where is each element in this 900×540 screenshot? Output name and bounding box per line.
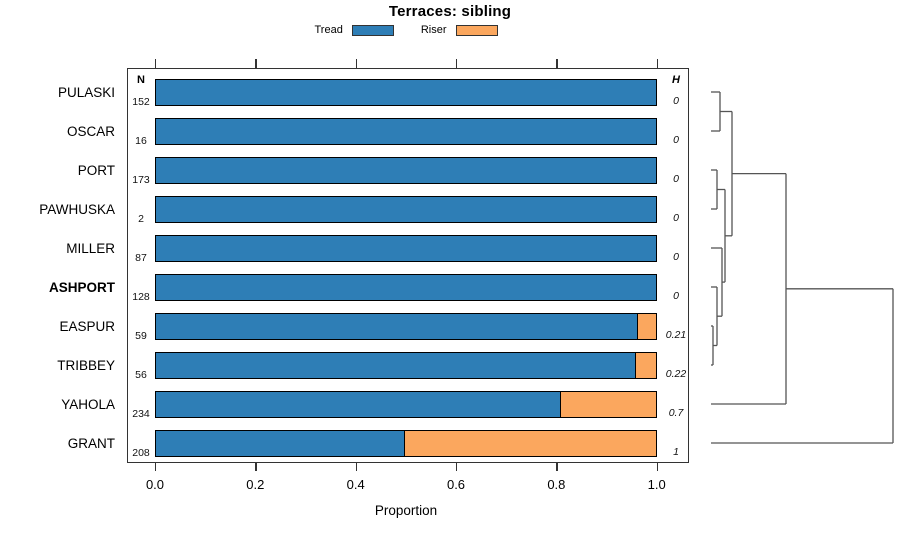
x-axis-tick-top xyxy=(155,59,157,68)
h-value: 0 xyxy=(673,134,679,146)
legend-item-tread: Tread xyxy=(315,24,394,36)
bar-tread-yahola xyxy=(155,390,562,418)
bar-tread-oscar xyxy=(155,117,657,145)
x-axis-tick-bottom xyxy=(456,463,458,471)
x-axis-tick-top xyxy=(255,59,257,68)
legend: Tread Riser xyxy=(0,24,812,36)
row-label-miller: MILLER xyxy=(66,240,115,256)
h-value: 0 xyxy=(673,251,679,263)
row-label-yahola: YAHOLA xyxy=(61,396,115,412)
legend-swatch-tread xyxy=(351,24,394,36)
x-axis-tick-label: 0.2 xyxy=(246,477,265,492)
n-value: 56 xyxy=(135,369,147,381)
x-axis-tick-label: 0.0 xyxy=(145,477,165,492)
bar-tread-port xyxy=(155,156,657,184)
n-value: 16 xyxy=(135,135,147,147)
chart-title: Terraces: sibling xyxy=(388,3,512,20)
bar-tread-miller xyxy=(155,234,657,262)
row-label-oscar: OSCAR xyxy=(66,123,115,139)
bar-riser-easpur xyxy=(637,312,657,340)
h-value: 0 xyxy=(673,173,679,185)
row-label-pulaski: PULASKI xyxy=(57,84,115,100)
h-value: 1 xyxy=(673,446,679,458)
row-label-pawhuska: PAWHUSKA xyxy=(39,201,115,217)
bar-tread-ashport xyxy=(155,273,657,301)
h-column-header: H xyxy=(672,74,680,86)
x-axis-tick-bottom xyxy=(556,463,558,471)
bar-tread-pawhuska xyxy=(155,195,657,223)
x-axis-tick-label: 0.6 xyxy=(446,477,466,492)
x-axis-tick-top xyxy=(656,59,658,68)
bar-riser-yahola xyxy=(559,390,657,418)
row-label-ashport: ASHPORT xyxy=(48,279,115,295)
bar-riser-tribbey xyxy=(634,351,657,379)
bar-tread-easpur xyxy=(155,312,640,340)
x-axis-title: Proportion xyxy=(374,503,438,518)
row-label-grant: GRANT xyxy=(67,435,115,451)
n-value: 173 xyxy=(132,174,150,186)
h-value: 0 xyxy=(673,212,679,224)
x-axis-tick-bottom xyxy=(656,463,658,471)
bar-tread-pulaski xyxy=(155,78,657,106)
n-value: 152 xyxy=(132,96,150,108)
legend-item-riser: Riser xyxy=(421,24,498,36)
h-value: 0.22 xyxy=(665,368,687,380)
h-value: 0.7 xyxy=(668,407,684,419)
h-value: 0 xyxy=(673,290,679,302)
bar-tread-tribbey xyxy=(155,351,637,379)
n-value: 2 xyxy=(138,213,144,225)
legend-label: Tread xyxy=(314,24,343,36)
h-value: 0.21 xyxy=(665,329,687,341)
row-label-easpur: EASPUR xyxy=(59,318,115,334)
n-value: 128 xyxy=(132,291,150,303)
row-label-tribbey: TRIBBEY xyxy=(57,357,115,373)
x-axis-tick-label: 1.0 xyxy=(647,477,666,492)
x-axis-tick-top xyxy=(456,59,458,68)
x-axis-tick-bottom xyxy=(155,463,157,471)
x-axis-tick-top xyxy=(556,59,558,68)
n-value: 59 xyxy=(135,330,147,342)
x-axis-tick-top xyxy=(355,59,357,68)
row-label-port: PORT xyxy=(77,162,115,178)
x-axis-tick-bottom xyxy=(355,463,357,471)
h-value: 0 xyxy=(673,95,679,107)
legend-swatch-riser xyxy=(455,24,498,36)
n-value: 87 xyxy=(135,252,147,264)
legend-label: Riser xyxy=(420,24,447,36)
bar-tread-grant xyxy=(155,429,406,457)
n-value: 234 xyxy=(132,408,150,420)
n-column-header: N xyxy=(137,74,145,86)
x-axis-tick-bottom xyxy=(255,463,257,471)
x-axis-tick-label: 0.8 xyxy=(547,477,566,492)
x-axis-tick-label: 0.4 xyxy=(346,477,365,492)
n-value: 208 xyxy=(132,447,150,459)
bar-riser-grant xyxy=(404,429,657,457)
